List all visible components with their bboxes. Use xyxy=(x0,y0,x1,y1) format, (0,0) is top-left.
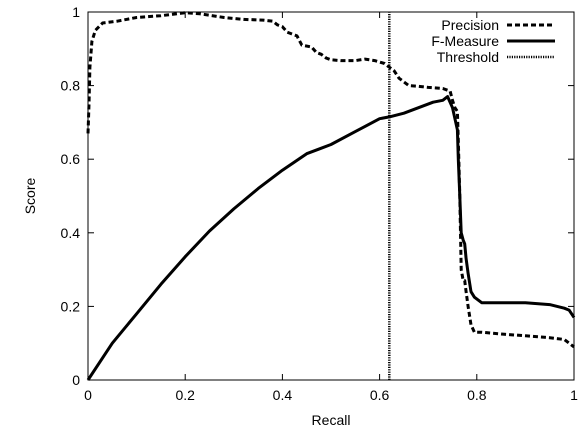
series-line-f-measure xyxy=(86,95,576,381)
y-tick-label: 0.4 xyxy=(61,225,81,241)
plot-frame xyxy=(87,11,575,381)
x-axis-title: Recall xyxy=(312,412,351,428)
legend-label: Threshold xyxy=(437,49,499,65)
y-tick-label: 1 xyxy=(72,4,80,20)
x-tick-label: 0.6 xyxy=(370,387,390,403)
x-tick-label: 0 xyxy=(84,387,92,403)
series-layer xyxy=(86,11,576,381)
axis-layer: 0 0.2 0.4 0.6 0.8 1 0 0.2 0.4 0.6 0.8 1 xyxy=(61,4,579,403)
x-tick-label: 0.2 xyxy=(175,387,195,403)
series-line-precision xyxy=(86,11,575,349)
y-tick-label: 0.2 xyxy=(61,298,81,314)
y-tick-label: 0 xyxy=(72,372,80,388)
x-tick-label: 1 xyxy=(570,387,578,403)
x-tick-label: 0.8 xyxy=(467,387,487,403)
legend-label: Precision xyxy=(441,17,499,33)
y-tick-label: 0.6 xyxy=(61,151,81,167)
x-tick-label: 0.4 xyxy=(273,387,293,403)
legend-label: F-Measure xyxy=(431,33,499,49)
y-tick-label: 0.8 xyxy=(61,78,81,94)
y-axis-title: Score xyxy=(22,178,38,215)
